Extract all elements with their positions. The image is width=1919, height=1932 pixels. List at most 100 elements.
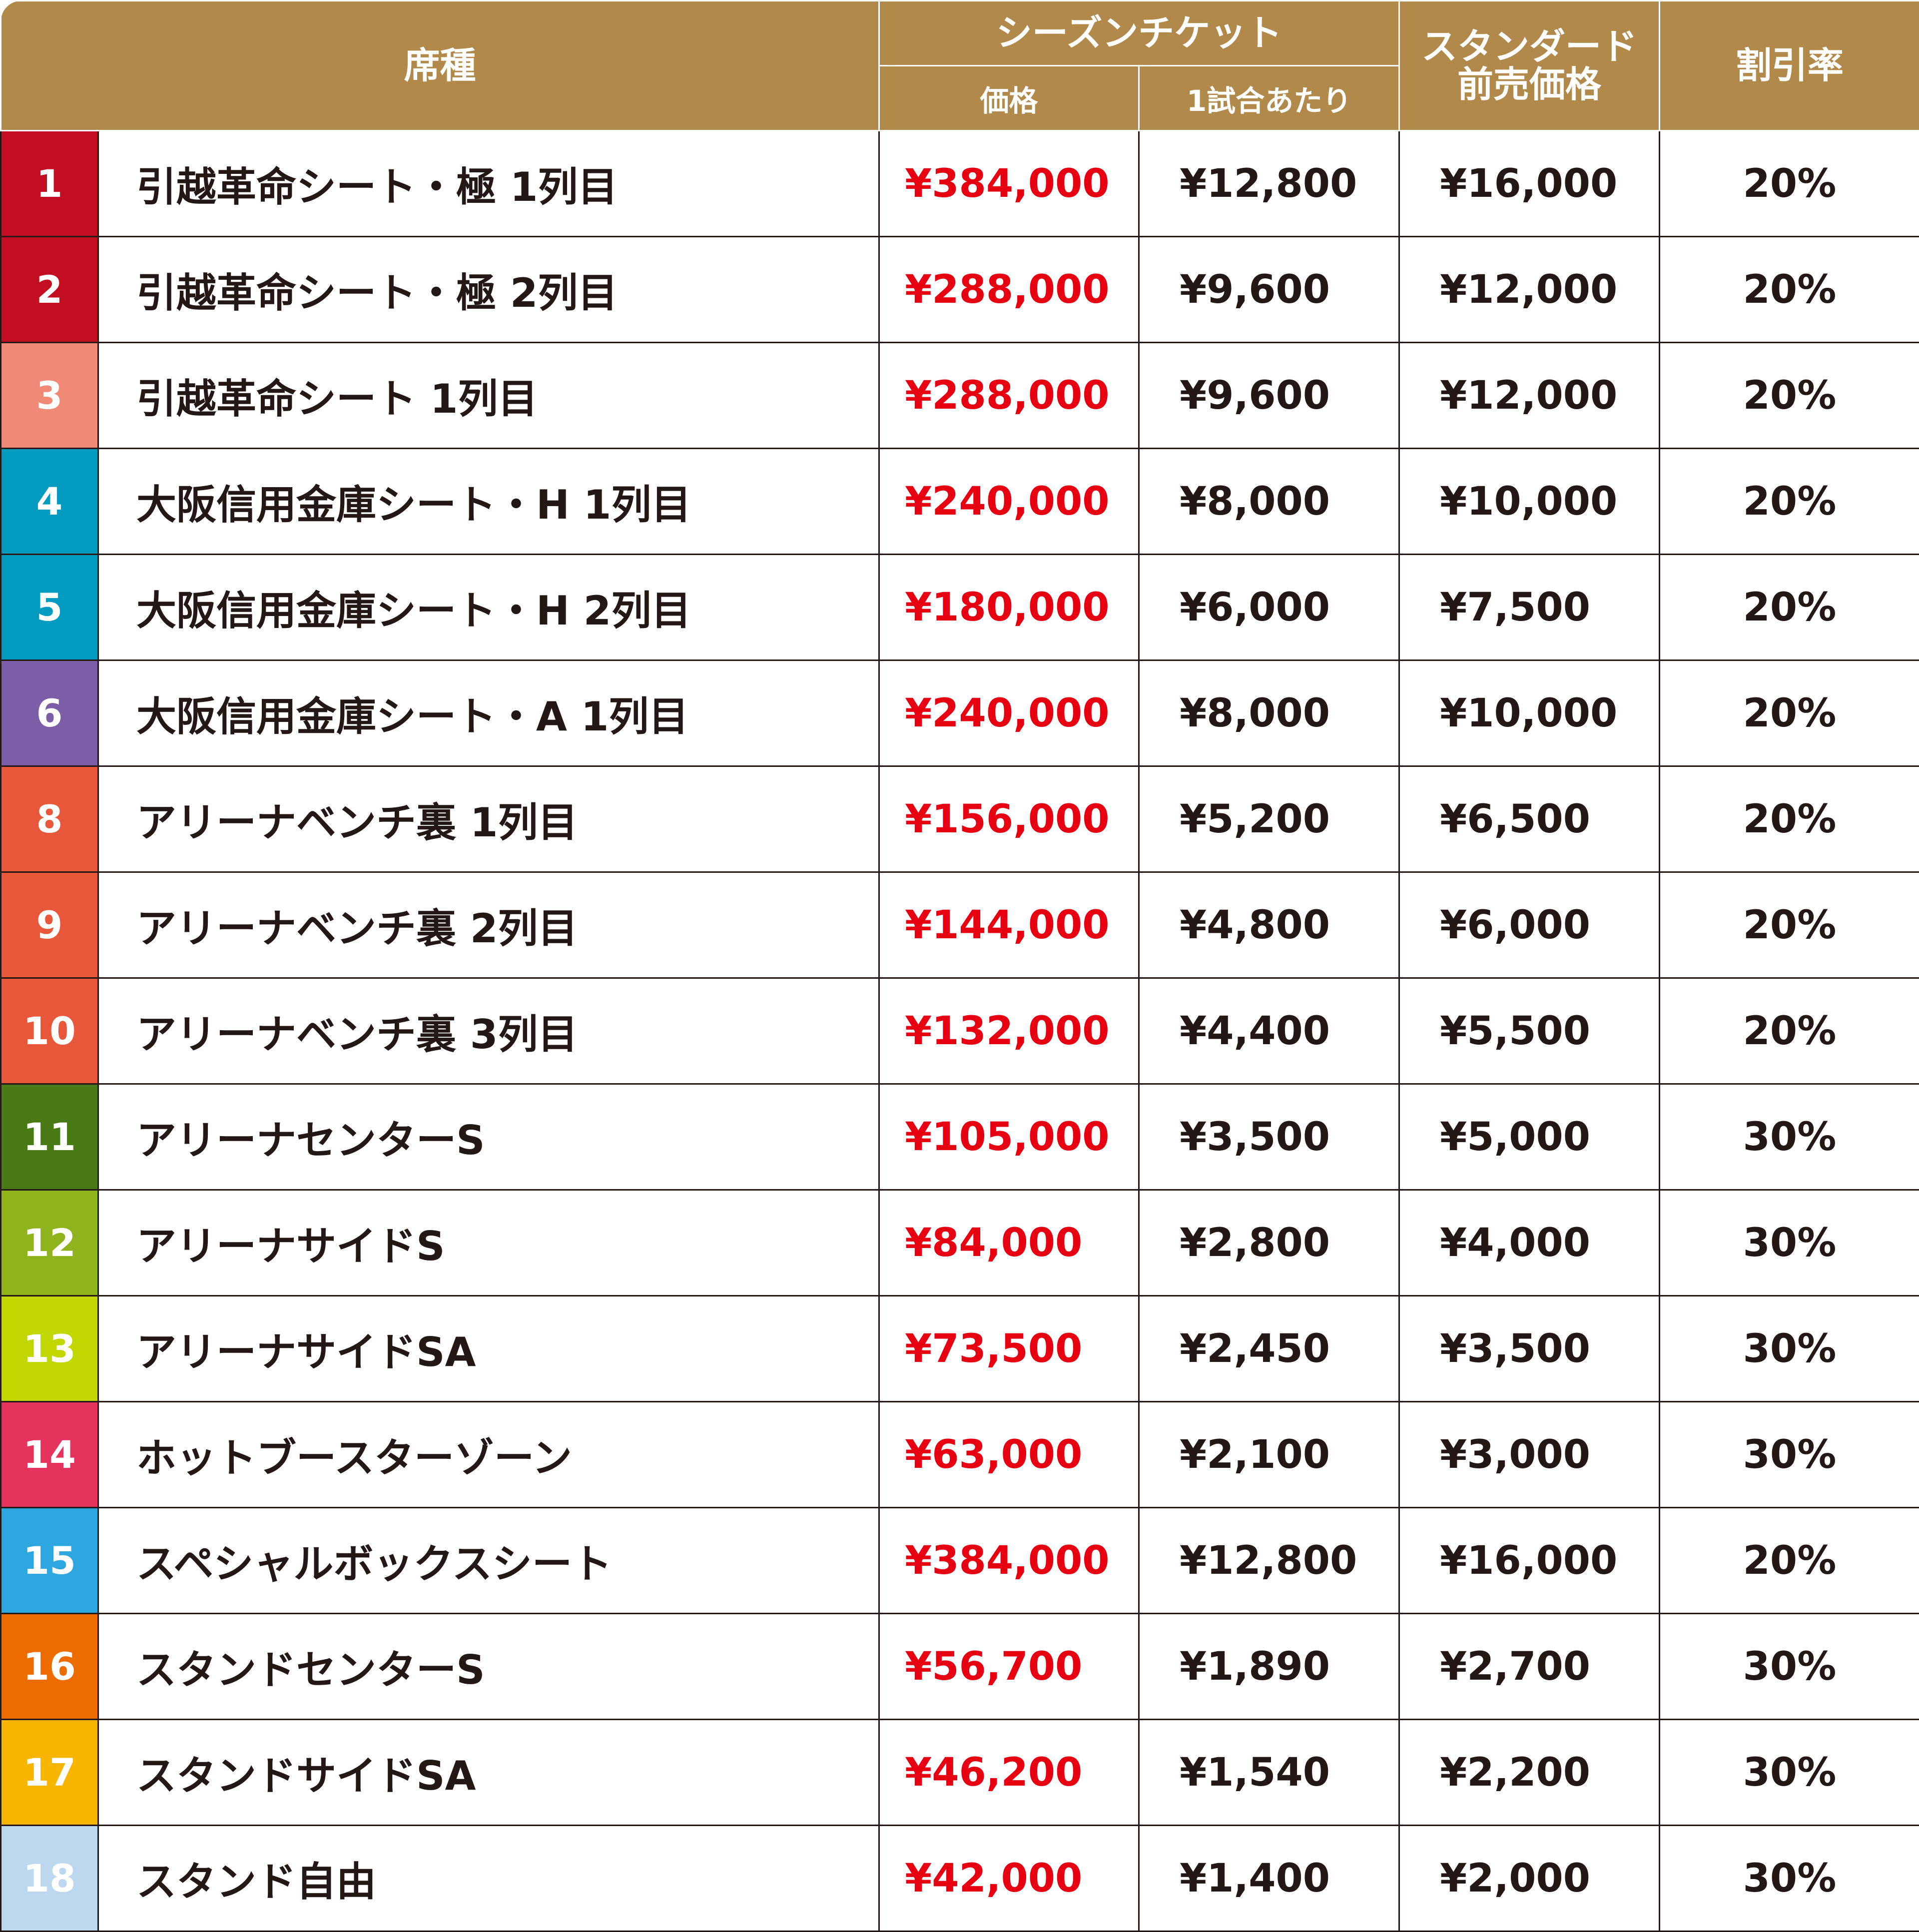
seat-name: アリーナサイドS (98, 1190, 879, 1296)
per-game-price: ¥12,800 (1139, 131, 1399, 237)
season-price: ¥240,000 (879, 449, 1139, 555)
discount-rate: 20% (1660, 131, 1919, 237)
discount-rate: 20% (1660, 660, 1919, 766)
seat-name: 引越革命シート・極 2列目 (98, 237, 879, 343)
standard-presale-price: ¥2,200 (1399, 1720, 1660, 1826)
seat-number: 3 (1, 343, 98, 449)
per-game-price: ¥12,800 (1139, 1508, 1399, 1614)
seat-number: 2 (1, 237, 98, 343)
season-price: ¥384,000 (879, 131, 1139, 237)
seat-number: 12 (1, 1190, 98, 1296)
per-game-price: ¥3,500 (1139, 1084, 1399, 1190)
seat-name: スタンドセンターS (98, 1614, 879, 1720)
header-price: 価格 (879, 66, 1139, 131)
seat-name: スタンド自由 (98, 1826, 879, 1932)
seat-name: ホットブースターゾーン (98, 1402, 879, 1508)
season-price: ¥144,000 (879, 872, 1139, 978)
season-price: ¥63,000 (879, 1402, 1139, 1508)
seat-number: 11 (1, 1084, 98, 1190)
discount-rate: 30% (1660, 1720, 1919, 1826)
seat-number: 14 (1, 1402, 98, 1508)
standard-presale-price: ¥5,500 (1399, 978, 1660, 1084)
discount-rate: 30% (1660, 1402, 1919, 1508)
seat-name: 引越革命シート 1列目 (98, 343, 879, 449)
season-price: ¥240,000 (879, 660, 1139, 766)
discount-rate: 30% (1660, 1084, 1919, 1190)
standard-presale-price: ¥3,500 (1399, 1296, 1660, 1402)
discount-rate: 20% (1660, 555, 1919, 660)
seat-name: アリーナベンチ裏 1列目 (98, 766, 879, 872)
seat-number: 17 (1, 1720, 98, 1826)
seat-name: 大阪信用金庫シート・H 2列目 (98, 555, 879, 660)
season-price: ¥180,000 (879, 555, 1139, 660)
table-header: 席種 シーズンチケット スタンダード 前売価格 割引率 価格 1試合あたり (1, 1, 1919, 131)
standard-presale-price: ¥6,500 (1399, 766, 1660, 872)
discount-rate: 30% (1660, 1190, 1919, 1296)
per-game-price: ¥2,450 (1139, 1296, 1399, 1402)
discount-rate: 30% (1660, 1296, 1919, 1402)
per-game-price: ¥4,800 (1139, 872, 1399, 978)
seat-number: 16 (1, 1614, 98, 1720)
per-game-price: ¥1,400 (1139, 1826, 1399, 1932)
header-per-game: 1試合あたり (1139, 66, 1399, 131)
seat-number: 10 (1, 978, 98, 1084)
seat-name: スペシャルボックスシート (98, 1508, 879, 1614)
standard-presale-price: ¥10,000 (1399, 660, 1660, 766)
seat-name: 大阪信用金庫シート・A 1列目 (98, 660, 879, 766)
discount-rate: 20% (1660, 872, 1919, 978)
standard-presale-price: ¥2,700 (1399, 1614, 1660, 1720)
discount-rate: 20% (1660, 766, 1919, 872)
standard-presale-price: ¥12,000 (1399, 343, 1660, 449)
season-price: ¥288,000 (879, 237, 1139, 343)
header-standard-presale: スタンダード 前売価格 (1399, 1, 1660, 131)
per-game-price: ¥5,200 (1139, 766, 1399, 872)
season-price: ¥84,000 (879, 1190, 1139, 1296)
season-price: ¥132,000 (879, 978, 1139, 1084)
per-game-price: ¥9,600 (1139, 237, 1399, 343)
standard-presale-price: ¥6,000 (1399, 872, 1660, 978)
season-price: ¥156,000 (879, 766, 1139, 872)
standard-presale-price: ¥2,000 (1399, 1826, 1660, 1932)
seat-number: 18 (1, 1826, 98, 1932)
per-game-price: ¥2,100 (1139, 1402, 1399, 1508)
header-seat-type: 席種 (1, 1, 879, 131)
season-price: ¥288,000 (879, 343, 1139, 449)
discount-rate: 20% (1660, 978, 1919, 1084)
standard-presale-price: ¥4,000 (1399, 1190, 1660, 1296)
season-price: ¥73,500 (879, 1296, 1139, 1402)
per-game-price: ¥2,800 (1139, 1190, 1399, 1296)
season-price: ¥384,000 (879, 1508, 1139, 1614)
seat-number: 1 (1, 131, 98, 237)
seat-number: 4 (1, 449, 98, 555)
per-game-price: ¥4,400 (1139, 978, 1399, 1084)
per-game-price: ¥1,540 (1139, 1720, 1399, 1826)
seat-number: 5 (1, 555, 98, 660)
per-game-price: ¥1,890 (1139, 1614, 1399, 1720)
seat-name: アリーナセンターS (98, 1084, 879, 1190)
discount-rate: 20% (1660, 449, 1919, 555)
seat-name: スタンドサイドSA (98, 1720, 879, 1826)
discount-rate: 20% (1660, 1508, 1919, 1614)
standard-presale-price: ¥10,000 (1399, 449, 1660, 555)
discount-rate: 30% (1660, 1614, 1919, 1720)
seat-name: アリーナベンチ裏 3列目 (98, 978, 879, 1084)
seat-number: 9 (1, 872, 98, 978)
seat-name: 引越革命シート・極 1列目 (98, 131, 879, 237)
header-season-ticket: シーズンチケット (879, 1, 1399, 66)
